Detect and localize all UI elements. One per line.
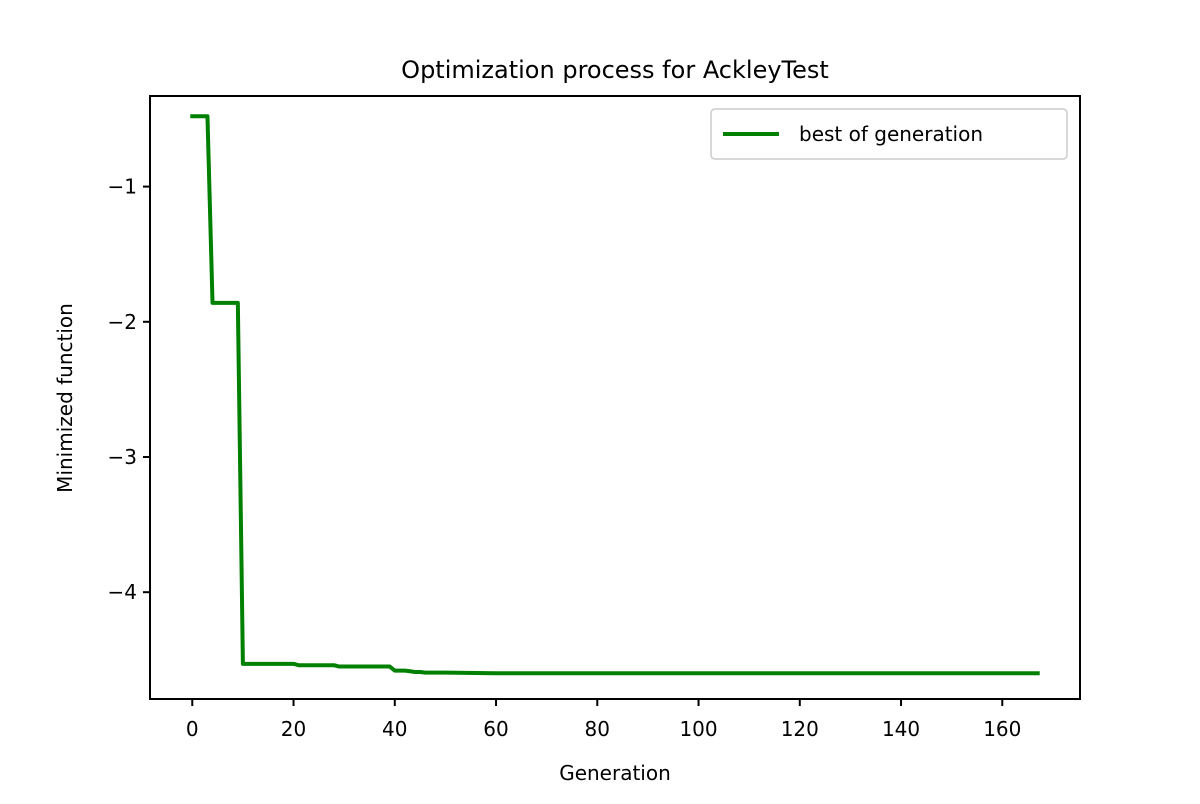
- x-tick-label-7: 140: [882, 717, 920, 741]
- legend-label-0: best of generation: [799, 122, 983, 146]
- y-tick-label-3: −4: [108, 580, 137, 604]
- x-tick-label-8: 160: [983, 717, 1021, 741]
- y-tick-label-0: −1: [108, 175, 137, 199]
- y-tick-label-1: −2: [108, 310, 137, 334]
- y-tick-label-2: −3: [108, 445, 137, 469]
- plot-area: 0 20 40 60 80 100 120 140 160 −1 −2 −3 −4: [108, 95, 1081, 741]
- x-tick-label-4: 80: [585, 717, 610, 741]
- legend-box: [710, 108, 1068, 160]
- x-tick-label-3: 60: [483, 717, 508, 741]
- chart-title: Optimization process for AckleyTest: [401, 56, 829, 84]
- x-tick-label-0: 0: [186, 717, 199, 741]
- legend: best of generation: [710, 108, 1068, 160]
- y-axis-label: Minimized function: [53, 303, 77, 493]
- series-line-0: [190, 114, 1040, 676]
- axes-frame: [149, 95, 1081, 700]
- x-axis-label: Generation: [559, 761, 671, 785]
- x-tick-label-2: 40: [382, 717, 407, 741]
- x-tick-label-5: 100: [679, 717, 717, 741]
- x-tick-label-6: 120: [781, 717, 819, 741]
- x-tick-label-1: 20: [281, 717, 306, 741]
